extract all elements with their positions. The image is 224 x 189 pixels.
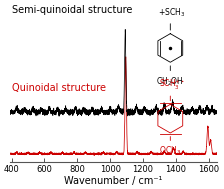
Text: Quinoidal structure: Quinoidal structure <box>12 83 106 93</box>
Text: OCH$_3$: OCH$_3$ <box>159 145 181 157</box>
X-axis label: Wavenumber / cm⁻¹: Wavenumber / cm⁻¹ <box>64 176 163 186</box>
Text: $+$SCH$_3$: $+$SCH$_3$ <box>158 7 185 19</box>
Text: Semi-quinoidal structure: Semi-quinoidal structure <box>12 5 132 15</box>
Text: SCH$_3^{+\bullet}$: SCH$_3^{+\bullet}$ <box>159 78 185 92</box>
Text: CH$_2$OH: CH$_2$OH <box>156 76 184 88</box>
